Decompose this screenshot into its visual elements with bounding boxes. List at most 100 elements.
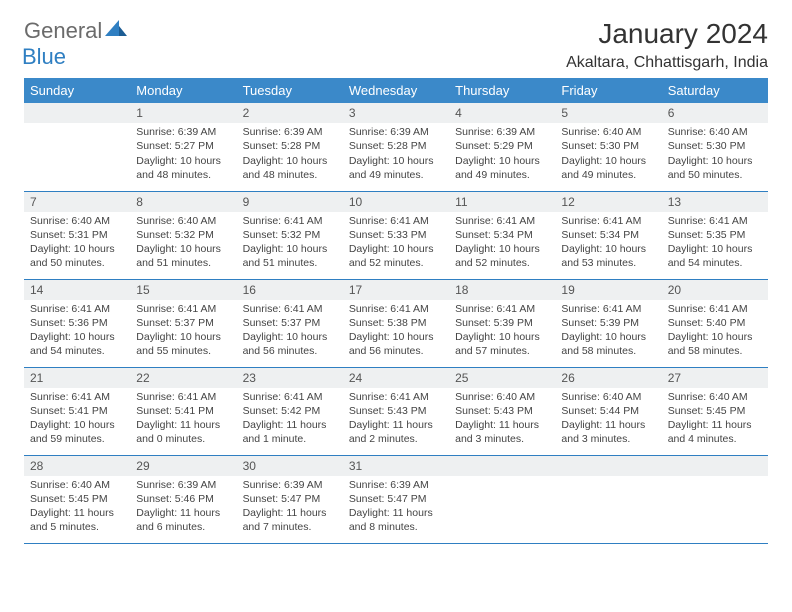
sunset-text: Sunset: 5:32 PM [243,228,337,242]
calendar-cell: 17Sunrise: 6:41 AMSunset: 5:38 PMDayligh… [343,279,449,367]
day-body: Sunrise: 6:41 AMSunset: 5:37 PMDaylight:… [237,300,343,363]
calendar-cell: 25Sunrise: 6:40 AMSunset: 5:43 PMDayligh… [449,367,555,455]
calendar-cell: 8Sunrise: 6:40 AMSunset: 5:32 PMDaylight… [130,191,236,279]
day-body: Sunrise: 6:41 AMSunset: 5:34 PMDaylight:… [449,212,555,275]
calendar-cell: 21Sunrise: 6:41 AMSunset: 5:41 PMDayligh… [24,367,130,455]
calendar-table: SundayMondayTuesdayWednesdayThursdayFrid… [24,78,768,544]
calendar-cell: 19 Sunrise: 6:41 AMSunset: 5:39 PMDayligh… [555,279,661,367]
sunrise-text: Sunrise: 6:40 AM [561,125,655,139]
weekday-header: Monday [130,78,236,103]
day-number: 3 [343,103,449,123]
calendar-cell: 23Sunrise: 6:41 AMSunset: 5:42 PMDayligh… [237,367,343,455]
calendar-row: 7Sunrise: 6:40 AMSunset: 5:31 PMDaylight… [24,191,768,279]
sunrise-text: Sunrise: 6:39 AM [136,478,230,492]
calendar-cell: 24Sunrise: 6:41 AMSunset: 5:43 PMDayligh… [343,367,449,455]
header: General Blue January 2024 Akaltara, Chha… [24,18,768,72]
sunrise-text: Sunrise: 6:39 AM [243,478,337,492]
calendar-cell [662,455,768,543]
sunrise-text: Sunrise: 6:41 AM [243,302,337,316]
day-number: 15 [130,280,236,300]
calendar-cell: 10Sunrise: 6:41 AMSunset: 5:33 PMDayligh… [343,191,449,279]
calendar-cell: 6Sunrise: 6:40 AMSunset: 5:30 PMDaylight… [662,103,768,191]
calendar-cell: 16Sunrise: 6:41 AMSunset: 5:37 PMDayligh… [237,279,343,367]
day-body: Sunrise: 6:39 AMSunset: 5:28 PMDaylight:… [343,123,449,186]
sunrise-text: Sunrise: 6:41 AM [455,302,549,316]
sunset-text: Sunset: 5:47 PM [243,492,337,506]
sunset-text: Sunset: 5:30 PM [561,139,655,153]
sunrise-text: Sunrise: 6:41 AM [349,390,443,404]
calendar-row: 14Sunrise: 6:41 AMSunset: 5:36 PMDayligh… [24,279,768,367]
calendar-cell: 28Sunrise: 6:40 AMSunset: 5:45 PMDayligh… [24,455,130,543]
calendar-cell: 13Sunrise: 6:41 AMSunset: 5:35 PMDayligh… [662,191,768,279]
weekday-header: Thursday [449,78,555,103]
day-body: Sunrise: 6:41 AMSunset: 5:43 PMDaylight:… [343,388,449,451]
calendar-cell: 2Sunrise: 6:39 AMSunset: 5:28 PMDaylight… [237,103,343,191]
day-number [662,456,768,476]
sunset-text: Sunset: 5:38 PM [349,316,443,330]
sunset-text: Sunset: 5:39 PM [455,316,549,330]
sunset-text: Sunset: 5:28 PM [243,139,337,153]
day-number: 19 [555,280,661,300]
day-number: 5 [555,103,661,123]
day-body: Sunrise: 6:41 AMSunset: 5:40 PMDaylight:… [662,300,768,363]
sunset-text: Sunset: 5:32 PM [136,228,230,242]
daylight-text: Daylight: 10 hours and 48 minutes. [136,154,230,182]
day-body: Sunrise: 6:41 AMSunset: 5:34 PMDaylight:… [555,212,661,275]
calendar-row: 1Sunrise: 6:39 AMSunset: 5:27 PMDaylight… [24,103,768,191]
sunrise-text: Sunrise: 6:41 AM [243,214,337,228]
day-body: Sunrise: 6:39 AMSunset: 5:28 PMDaylight:… [237,123,343,186]
weekday-header: Sunday [24,78,130,103]
page: General Blue January 2024 Akaltara, Chha… [0,0,792,544]
sunset-text: Sunset: 5:44 PM [561,404,655,418]
calendar-cell [555,455,661,543]
day-number: 17 [343,280,449,300]
calendar-cell: 27Sunrise: 6:40 AMSunset: 5:45 PMDayligh… [662,367,768,455]
sunset-text: Sunset: 5:36 PM [30,316,124,330]
sunrise-text: Sunrise: 6:40 AM [668,125,762,139]
daylight-text: Daylight: 11 hours and 7 minutes. [243,506,337,534]
sunset-text: Sunset: 5:39 PM [561,316,655,330]
calendar-cell: 29Sunrise: 6:39 AMSunset: 5:46 PMDayligh… [130,455,236,543]
sunrise-text: Sunrise: 6:41 AM [30,302,124,316]
sunrise-text: Sunrise: 6:41 AM [561,214,655,228]
sunset-text: Sunset: 5:43 PM [455,404,549,418]
location: Akaltara, Chhattisgarh, India [566,54,768,72]
sunrise-text: Sunrise: 6:41 AM [136,390,230,404]
sunset-text: Sunset: 5:27 PM [136,139,230,153]
sunset-text: Sunset: 5:41 PM [136,404,230,418]
day-number: 11 [449,192,555,212]
sunset-text: Sunset: 5:41 PM [30,404,124,418]
sunset-text: Sunset: 5:33 PM [349,228,443,242]
sunset-text: Sunset: 5:28 PM [349,139,443,153]
daylight-text: Daylight: 10 hours and 48 minutes. [243,154,337,182]
sunset-text: Sunset: 5:29 PM [455,139,549,153]
daylight-text: Daylight: 10 hours and 49 minutes. [349,154,443,182]
daylight-text: Daylight: 10 hours and 52 minutes. [349,242,443,270]
calendar-row: 28Sunrise: 6:40 AMSunset: 5:45 PMDayligh… [24,455,768,543]
sunrise-text: Sunrise: 6:41 AM [136,302,230,316]
calendar-cell: 5Sunrise: 6:40 AMSunset: 5:30 PMDaylight… [555,103,661,191]
sunrise-text: Sunrise: 6:39 AM [349,125,443,139]
daylight-text: Daylight: 10 hours and 50 minutes. [30,242,124,270]
day-number: 10 [343,192,449,212]
daylight-text: Daylight: 10 hours and 59 minutes. [30,418,124,446]
sunset-text: Sunset: 5:37 PM [243,316,337,330]
day-number: 22 [130,368,236,388]
day-body: Sunrise: 6:39 AMSunset: 5:46 PMDaylight:… [130,476,236,539]
daylight-text: Daylight: 10 hours and 58 minutes. [561,330,655,358]
day-body: Sunrise: 6:41 AMSunset: 5:41 PMDaylight:… [24,388,130,451]
day-body: Sunrise: 6:40 AMSunset: 5:30 PMDaylight:… [555,123,661,186]
daylight-text: Daylight: 10 hours and 51 minutes. [243,242,337,270]
calendar-cell: 14Sunrise: 6:41 AMSunset: 5:36 PMDayligh… [24,279,130,367]
day-body: Sunrise: 6:41 AMSunset: 5:38 PMDaylight:… [343,300,449,363]
sunset-text: Sunset: 5:42 PM [243,404,337,418]
sunrise-text: Sunrise: 6:41 AM [455,214,549,228]
day-number: 1 [130,103,236,123]
sunrise-text: Sunrise: 6:40 AM [455,390,549,404]
day-number: 21 [24,368,130,388]
calendar-cell: 9Sunrise: 6:41 AMSunset: 5:32 PMDaylight… [237,191,343,279]
sunrise-text: Sunrise: 6:41 AM [561,302,655,316]
daylight-text: Daylight: 10 hours and 49 minutes. [455,154,549,182]
sunrise-text: Sunrise: 6:41 AM [243,390,337,404]
daylight-text: Daylight: 10 hours and 54 minutes. [668,242,762,270]
